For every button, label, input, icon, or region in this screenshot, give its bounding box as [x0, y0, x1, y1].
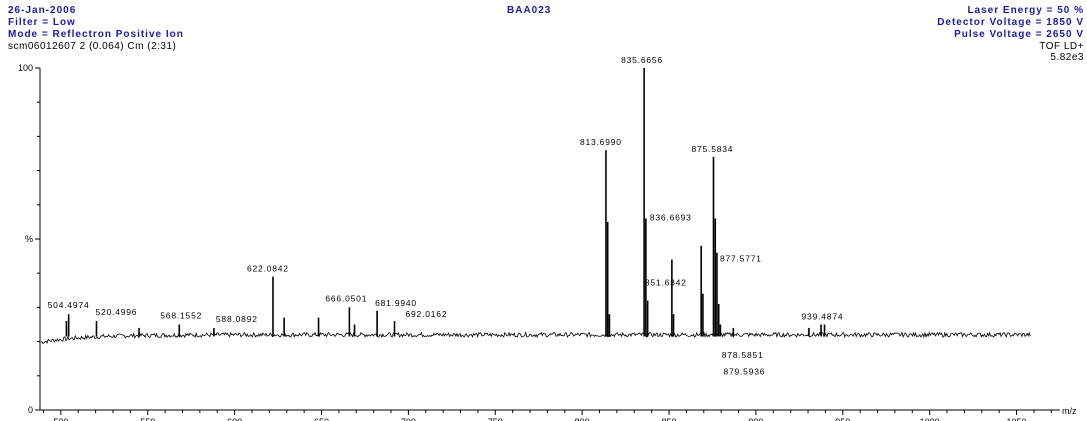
x-tick-label: 600 [227, 417, 242, 421]
x-tick-label: 750 [488, 417, 503, 421]
scan-info: scm06012607 2 (0.064) Cm (2:31) [8, 41, 177, 52]
chart-axes: 0% 100 500 550 600 650 700 750 800 850 900 950 1000 1… [18, 63, 1077, 421]
instrument-mode: TOF LD+ [1039, 41, 1084, 52]
peak-label-939.4874: 939.4874 [802, 312, 844, 322]
x-tick-label: 650 [314, 417, 329, 421]
spectrum-trace [40, 68, 1031, 345]
peak-label-878.5851: 878.5851 [722, 350, 764, 360]
pulse-voltage: Pulse Voltage = 2650 V [954, 29, 1084, 40]
x-tick-label: 900 [748, 417, 763, 421]
x-tick-label: 950 [835, 417, 850, 421]
peak-label-875.5834: 875.5834 [691, 144, 733, 154]
peak-label-504.4974: 504.4974 [48, 300, 90, 310]
acquisition-date: 26-Jan-2006 [8, 5, 77, 16]
peak-label-835.6656: 835.6656 [621, 55, 663, 65]
peak-label-879.5936: 879.5936 [723, 367, 765, 377]
sample-name: BAA023 [507, 5, 552, 16]
peak-labels: 504.4974 520.4996 568.1552 588.0892 622.0842… [48, 55, 844, 377]
peak-label-681.9940: 681.9940 [375, 298, 417, 308]
detector-voltage: Detector Voltage = 1850 V [937, 17, 1084, 28]
peak-label-851.6342: 851.6342 [645, 278, 687, 288]
peak-label-692.0162: 692.0162 [406, 309, 448, 319]
baseline-noise [40, 331, 1031, 345]
peak-label-520.4996: 520.4996 [95, 307, 137, 317]
peak-label-588.0892: 588.0892 [216, 314, 258, 324]
peak-label-836.6693: 836.6693 [650, 212, 692, 222]
x-tick-label: 550 [140, 417, 155, 421]
filter-setting: Filter = Low [8, 17, 76, 28]
mode-setting: Mode = Reflectron Positive Ion [8, 29, 184, 40]
laser-energy: Laser Energy = 50 % [967, 5, 1084, 16]
peak-label-666.0501: 666.0501 [325, 293, 367, 303]
x-tick-label: 850 [662, 417, 677, 421]
x-tick-label: 800 [575, 417, 590, 421]
x-tick-label: 700 [401, 417, 416, 421]
y-tick-label: 100 [18, 63, 33, 73]
x-tick-label: 1000 [920, 417, 940, 421]
x-tick-label: 1050 [1007, 417, 1027, 421]
peak-label-568.1552: 568.1552 [160, 311, 202, 321]
x-tick-label: 500 [53, 417, 68, 421]
peak-label-813.6990: 813.6990 [580, 137, 622, 147]
x-axis-label: m/z [1062, 406, 1077, 416]
peak-label-622.0842: 622.0842 [247, 264, 289, 274]
peak-label-877.5771: 877.5771 [720, 254, 762, 264]
y-tick-label: 0 [28, 405, 33, 415]
base-peak-intensity: 5.82e3 [1050, 52, 1084, 63]
y-tick-label: % [25, 234, 33, 244]
